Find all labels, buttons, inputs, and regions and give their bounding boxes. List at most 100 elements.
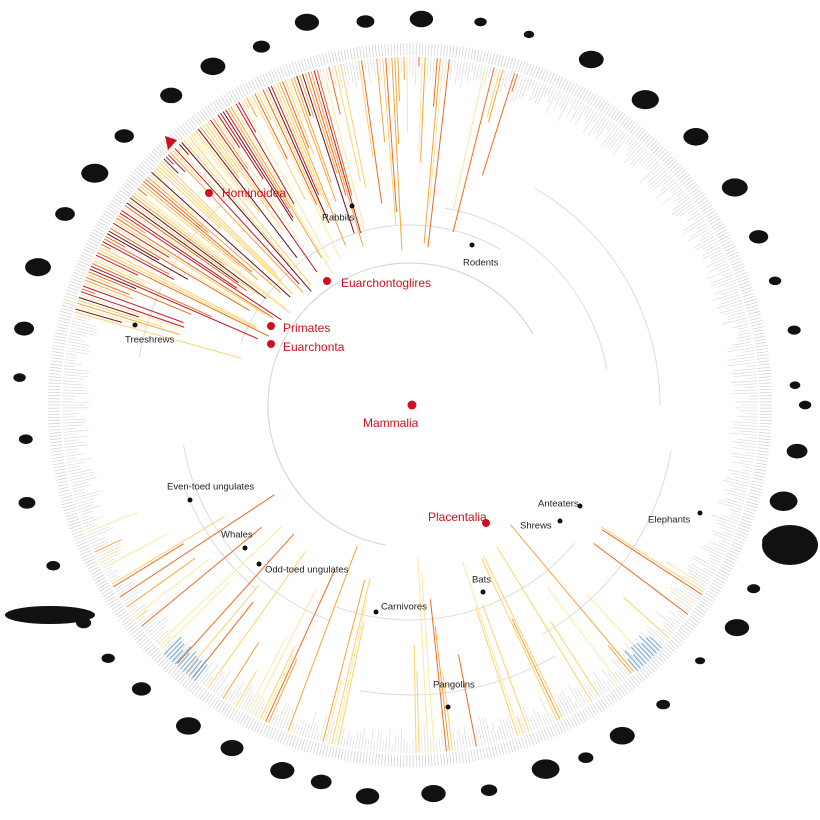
- branch: [167, 154, 186, 173]
- tip: [378, 44, 380, 57]
- tip: [54, 471, 67, 475]
- tip: [353, 750, 356, 763]
- branch: [728, 484, 748, 490]
- branch: [614, 671, 623, 682]
- branch: [273, 84, 322, 196]
- tip: [759, 426, 772, 428]
- tip: [641, 133, 651, 144]
- branch: [722, 294, 741, 301]
- tip: [667, 641, 678, 650]
- branch: [418, 57, 423, 154]
- branch: [385, 737, 388, 753]
- branch: [645, 637, 660, 652]
- clade-label: Bats: [472, 575, 491, 586]
- branch: [719, 305, 744, 314]
- tip: [126, 622, 137, 631]
- branch: [546, 587, 620, 684]
- tip: [134, 632, 145, 641]
- clade-label: Carnivores: [381, 602, 427, 613]
- tip: [309, 56, 314, 69]
- tip: [99, 218, 111, 225]
- branch: [678, 610, 687, 618]
- tip: [634, 127, 643, 138]
- branch: [63, 439, 78, 442]
- tip: [582, 709, 589, 721]
- tip: [57, 323, 70, 327]
- tip: [738, 524, 751, 530]
- tip: [739, 521, 752, 527]
- tip: [482, 50, 486, 63]
- clade-label: Even-toed ungulates: [167, 482, 254, 493]
- branch: [507, 716, 515, 737]
- tip: [118, 189, 129, 198]
- branch: [711, 514, 738, 525]
- tip: [641, 666, 651, 677]
- branch: [722, 317, 748, 325]
- tip: [500, 55, 504, 68]
- branch: [99, 552, 121, 564]
- tip: [431, 43, 433, 56]
- tip: [49, 438, 62, 440]
- branch: [674, 597, 692, 610]
- branch: [325, 67, 330, 81]
- tip: [126, 179, 137, 188]
- animal-silhouette: [769, 491, 798, 511]
- tip: [340, 748, 344, 761]
- tip: [663, 645, 673, 655]
- tip: [600, 101, 608, 112]
- branch: [574, 701, 580, 710]
- tip: [153, 148, 163, 158]
- branch: [690, 563, 714, 577]
- clade-label: Treeshrews: [125, 335, 175, 346]
- tip: [393, 754, 396, 767]
- tip: [199, 110, 207, 121]
- tip: [116, 610, 128, 619]
- tip: [55, 332, 68, 336]
- branch: [428, 58, 444, 208]
- tip: [209, 696, 218, 708]
- branch: [694, 215, 703, 221]
- branch: [296, 75, 311, 117]
- branch: [276, 83, 329, 209]
- branch: [541, 716, 547, 726]
- tip: [223, 704, 230, 716]
- branch-arc: [138, 193, 234, 358]
- tip: [630, 123, 639, 134]
- branch: [649, 636, 663, 649]
- tip: [758, 376, 771, 378]
- branch: [174, 644, 191, 662]
- branch: [267, 86, 330, 224]
- tip: [134, 169, 145, 178]
- tip: [99, 585, 111, 592]
- branch: [567, 684, 582, 709]
- branch: [267, 659, 298, 724]
- tip: [759, 423, 772, 425]
- branch: [600, 526, 704, 593]
- tip: [158, 144, 168, 154]
- branch: [480, 557, 558, 721]
- branch: [84, 279, 134, 300]
- branch: [727, 311, 746, 318]
- tip: [729, 257, 741, 263]
- tip: [622, 117, 631, 128]
- tip: [60, 495, 73, 499]
- branch: [251, 94, 307, 201]
- tip: [597, 700, 605, 711]
- branch: [648, 169, 667, 187]
- tip: [571, 715, 578, 727]
- branch: [310, 71, 364, 246]
- tip: [747, 311, 760, 315]
- branch: [124, 596, 137, 605]
- branch: [677, 613, 685, 620]
- branch: [233, 691, 242, 706]
- tip: [470, 749, 474, 762]
- branch: [728, 469, 752, 475]
- tip: [703, 207, 714, 215]
- tip: [262, 74, 268, 86]
- branch: [93, 540, 113, 550]
- branch: [349, 62, 354, 84]
- tip: [53, 465, 66, 469]
- branch: [530, 79, 536, 90]
- branch: [722, 479, 749, 487]
- branch: [174, 148, 300, 285]
